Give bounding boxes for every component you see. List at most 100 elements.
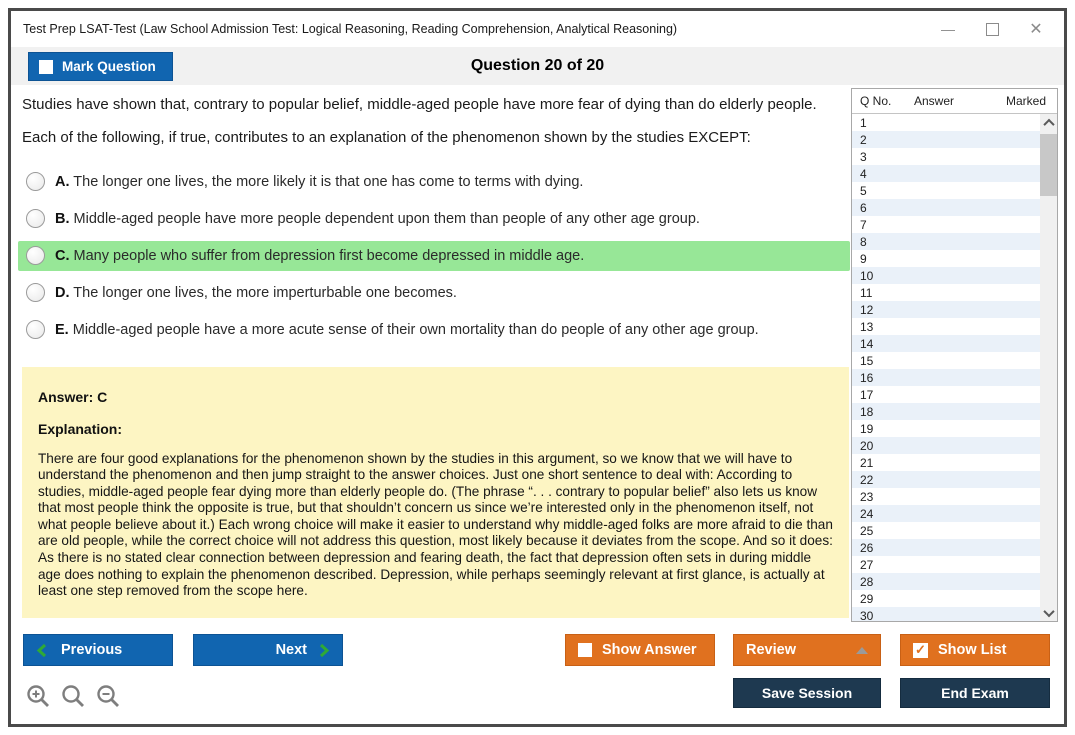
question-number: 4: [860, 166, 867, 181]
question-number: 29: [860, 591, 874, 606]
question-list-row[interactable]: 7: [852, 216, 1040, 233]
question-list-row[interactable]: 11: [852, 284, 1040, 301]
question-list-row[interactable]: 5: [852, 182, 1040, 199]
explanation-body: There are four good explanations for the…: [38, 450, 833, 599]
question-number: 19: [860, 421, 874, 436]
question-number: 22: [860, 472, 874, 487]
close-button[interactable]: ✕: [1029, 21, 1043, 38]
maximize-icon: [985, 22, 999, 36]
radio-button-icon[interactable]: [26, 209, 45, 228]
save-session-button[interactable]: Save Session: [733, 678, 881, 708]
radio-button-icon[interactable]: [26, 246, 45, 265]
review-dropdown[interactable]: Review: [733, 634, 881, 666]
col-marked: Marked: [1006, 94, 1047, 108]
question-number: 27: [860, 557, 874, 572]
question-list-row[interactable]: 30: [852, 607, 1040, 621]
show-answer-checkbox[interactable]: [578, 643, 592, 657]
choice-letter: A.: [55, 173, 70, 190]
question-list-row[interactable]: 3: [852, 148, 1040, 165]
radio-button-icon[interactable]: [26, 320, 45, 339]
question-number: 1: [860, 115, 867, 130]
radio-button-icon[interactable]: [26, 172, 45, 191]
question-list-row[interactable]: 8: [852, 233, 1040, 250]
question-number: 3: [860, 149, 867, 164]
answer-choice[interactable]: B. Middle-aged people have more people d…: [18, 204, 850, 234]
question-list-row[interactable]: 10: [852, 267, 1040, 284]
question-list-scrollbar[interactable]: [1040, 114, 1057, 621]
show-answer-button[interactable]: Show Answer: [565, 634, 715, 666]
question-list-row[interactable]: 6: [852, 199, 1040, 216]
question-list-row[interactable]: 4: [852, 165, 1040, 182]
question-list-row[interactable]: 17: [852, 386, 1040, 403]
question-list-row[interactable]: 16: [852, 369, 1040, 386]
question-number: 25: [860, 523, 874, 538]
next-button[interactable]: Next: [193, 634, 343, 666]
question-number: 8: [860, 234, 867, 249]
question-list-row[interactable]: 12: [852, 301, 1040, 318]
question-number: 16: [860, 370, 874, 385]
answer-choice[interactable]: E. Middle-aged people have a more acute …: [18, 315, 850, 345]
chevron-right-icon: [319, 643, 330, 657]
answer-choice[interactable]: D. The longer one lives, the more impert…: [18, 278, 850, 308]
question-list-row[interactable]: 20: [852, 437, 1040, 454]
question-list-row[interactable]: 29: [852, 590, 1040, 607]
window-controls: — ✕: [926, 14, 1058, 44]
dropdown-arrow-icon: [856, 646, 868, 654]
question-number: 13: [860, 319, 874, 334]
question-number: 21: [860, 455, 874, 470]
question-number: 18: [860, 404, 874, 419]
question-list-row[interactable]: 25: [852, 522, 1040, 539]
explanation-heading: Explanation:: [38, 420, 123, 437]
footer-row-2: Save Session End Exam: [11, 678, 1064, 708]
zoom-out-icon[interactable]: [95, 683, 122, 710]
scrollbar-thumb[interactable]: [1040, 134, 1057, 196]
maximize-button[interactable]: [970, 14, 1014, 44]
question-list-row[interactable]: 2: [852, 131, 1040, 148]
previous-label: Previous: [61, 642, 123, 658]
end-exam-button[interactable]: End Exam: [900, 678, 1050, 708]
question-counter: Question 20 of 20: [470, 57, 605, 74]
question-list-row[interactable]: 19: [852, 420, 1040, 437]
question-number: 9: [860, 251, 867, 266]
choice-text: The longer one lives, the more likely it…: [73, 173, 584, 190]
question-list-row[interactable]: 9: [852, 250, 1040, 267]
question-list-row[interactable]: 23: [852, 488, 1040, 505]
mark-question-button[interactable]: Mark Question: [28, 52, 173, 81]
minimize-button[interactable]: —: [941, 21, 955, 37]
next-label: Next: [275, 642, 307, 658]
question-list-row[interactable]: 13: [852, 318, 1040, 335]
scroll-down-icon[interactable]: [1040, 604, 1057, 621]
zoom-controls: [25, 683, 122, 710]
question-list-row[interactable]: 28: [852, 573, 1040, 590]
scroll-up-icon[interactable]: [1040, 114, 1057, 131]
question-number: 26: [860, 540, 874, 555]
question-list: 1 2 3 4 5 6 7 8 9 10 11 12 13 14 15 16 1…: [852, 114, 1040, 621]
question-list-row[interactable]: 21: [852, 454, 1040, 471]
show-list-label: Show List: [938, 642, 1007, 658]
mark-question-checkbox[interactable]: [39, 59, 53, 74]
question-list-row[interactable]: 14: [852, 335, 1040, 352]
question-list-row[interactable]: 26: [852, 539, 1040, 556]
zoom-in-icon[interactable]: [25, 683, 52, 710]
question-list-row[interactable]: 27: [852, 556, 1040, 573]
choice-letter: E.: [55, 321, 69, 338]
question-number: 11: [860, 285, 873, 300]
previous-button[interactable]: Previous: [23, 634, 173, 666]
answer-choice[interactable]: C. Many people who suffer from depressio…: [18, 240, 850, 271]
show-list-button[interactable]: ✓ Show List: [900, 634, 1050, 666]
question-list-row[interactable]: 15: [852, 352, 1040, 369]
end-exam-label: End Exam: [941, 685, 1009, 701]
question-list-row[interactable]: 1: [852, 114, 1040, 131]
col-qno: Q No.: [860, 94, 892, 108]
col-answer: Answer: [914, 94, 955, 108]
radio-button-icon[interactable]: [26, 283, 45, 302]
question-list-row[interactable]: 18: [852, 403, 1040, 420]
question-paragraph: Studies have shown that, contrary to pop…: [22, 96, 817, 113]
question-list-row[interactable]: 24: [852, 505, 1040, 522]
show-list-checkbox[interactable]: ✓: [913, 642, 928, 658]
question-number: 17: [860, 387, 874, 402]
zoom-reset-icon[interactable]: [60, 683, 87, 710]
answer-choice[interactable]: A. The longer one lives, the more likely…: [18, 167, 850, 197]
question-list-row[interactable]: 22: [852, 471, 1040, 488]
